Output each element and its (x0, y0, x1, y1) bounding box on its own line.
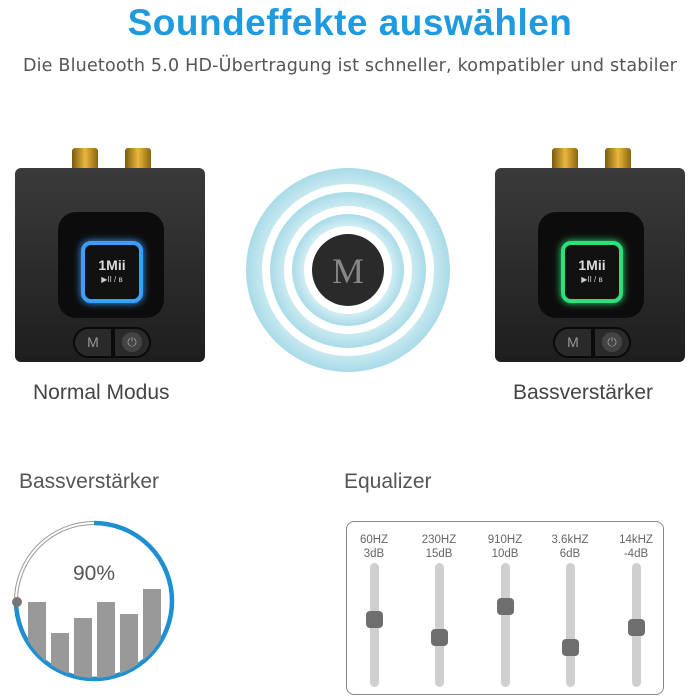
page-subtitle: Die Bluetooth 5.0 HD-Übertragung ist sch… (22, 56, 678, 76)
power-button[interactable]: ⏻ (113, 327, 151, 358)
eq-slider-knob[interactable] (497, 598, 514, 616)
eq-slider-knob[interactable] (431, 629, 448, 647)
mode-button[interactable]: M (73, 327, 113, 358)
eq-band-gain: 6dB (559, 548, 581, 560)
brand-logo: 1Mii (578, 257, 606, 273)
normal-mode-label: Normal Modus (33, 381, 170, 404)
rca-connector-right (605, 148, 631, 170)
rca-connector-left (72, 148, 98, 170)
power-icon: ⏻ (602, 332, 622, 352)
eq-band-gain: -4dB (623, 548, 649, 560)
bass-bar (74, 618, 92, 678)
led-ring: 1Mii ▶II / ʙ (81, 241, 143, 303)
bass-percent: 90% (73, 562, 115, 585)
bass-gauge: 90% (12, 520, 175, 682)
eq-band-frequency: 3.6kHZ (551, 534, 589, 546)
eq-slider-track[interactable] (566, 563, 575, 687)
m-button-label: M (332, 251, 364, 291)
led-ring: 1Mii ▶II / ʙ (561, 241, 623, 303)
rca-connector-left (552, 148, 578, 170)
eq-band-gain: 15dB (425, 548, 453, 560)
equalizer-title: Equalizer (344, 470, 432, 493)
equalizer-panel (346, 521, 664, 695)
playback-controls-label: ▶II / ʙ (581, 275, 603, 284)
rca-connector-right (125, 148, 151, 170)
bass-title: Bassverstärker (19, 470, 160, 493)
playback-controls-label: ▶II / ʙ (101, 275, 123, 284)
eq-band-frequency: 14kHZ (619, 534, 653, 546)
eq-slider-knob[interactable] (366, 610, 383, 628)
eq-slider-knob[interactable] (562, 639, 579, 657)
mode-button[interactable]: M (553, 327, 593, 358)
page-title: Soundeffekte auswählen (127, 2, 573, 43)
gauge-progress (13, 520, 175, 682)
eq-slider-track[interactable] (501, 563, 510, 687)
bass-bar (28, 602, 46, 678)
bass-boost-label: Bassverstärker (513, 381, 654, 404)
eq-band-frequency: 230HZ (421, 534, 457, 546)
gauge-handle[interactable] (12, 597, 22, 607)
bass-bar (97, 602, 115, 678)
eq-band-gain: 3dB (363, 548, 385, 560)
power-button[interactable]: ⏻ (593, 327, 631, 358)
eq-slider-knob[interactable] (628, 619, 645, 637)
eq-slider-track[interactable] (435, 563, 444, 687)
brand-logo: 1Mii (98, 257, 126, 273)
mode-button-illustration: M (246, 168, 450, 372)
eq-band-gain: 10dB (491, 548, 519, 560)
m-button (312, 234, 384, 306)
bass-bar (120, 614, 138, 678)
bass-bar (51, 633, 69, 678)
eq-band-frequency: 910HZ (487, 534, 523, 546)
power-icon: ⏻ (122, 332, 142, 352)
eq-band-frequency: 60HZ (359, 534, 389, 546)
